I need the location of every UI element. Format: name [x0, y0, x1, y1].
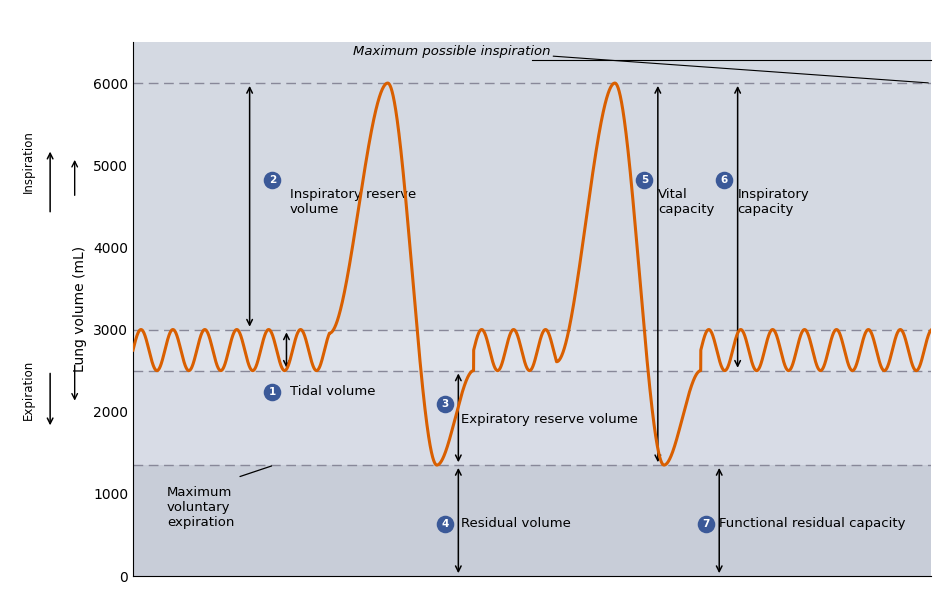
Bar [133, 42, 931, 329]
Text: 4: 4 [441, 519, 448, 529]
Text: 1: 1 [269, 387, 276, 397]
Text: Maximum
voluntary
expiration: Maximum voluntary expiration [167, 485, 234, 529]
Bar [133, 329, 931, 371]
Text: Inspiration: Inspiration [22, 131, 35, 193]
Text: 5: 5 [640, 175, 648, 185]
Point [437, 520, 452, 529]
Bar [133, 465, 931, 576]
Text: Tidal volume: Tidal volume [290, 385, 375, 398]
Text: Expiration: Expiration [22, 360, 35, 420]
Point [716, 175, 732, 185]
Text: Expiratory reserve volume: Expiratory reserve volume [462, 413, 638, 427]
Point [437, 400, 452, 409]
Text: Inspiratory
capacity: Inspiratory capacity [737, 188, 809, 216]
Y-axis label: Lung volume (mL): Lung volume (mL) [73, 246, 87, 372]
Text: 7: 7 [702, 519, 710, 529]
Text: Maximum possible inspiration: Maximum possible inspiration [353, 46, 551, 58]
Point [698, 520, 713, 529]
Point [636, 175, 652, 185]
Text: Vital
capacity: Vital capacity [657, 188, 714, 216]
Text: Functional residual capacity: Functional residual capacity [719, 517, 905, 530]
Text: 3: 3 [441, 399, 448, 409]
Text: Inspiratory reserve
volume: Inspiratory reserve volume [290, 188, 416, 216]
Point [265, 175, 280, 185]
Bar [133, 371, 931, 465]
Point [265, 387, 280, 397]
Text: 2: 2 [269, 175, 276, 185]
Text: 6: 6 [720, 175, 728, 185]
Text: Residual volume: Residual volume [462, 517, 571, 530]
